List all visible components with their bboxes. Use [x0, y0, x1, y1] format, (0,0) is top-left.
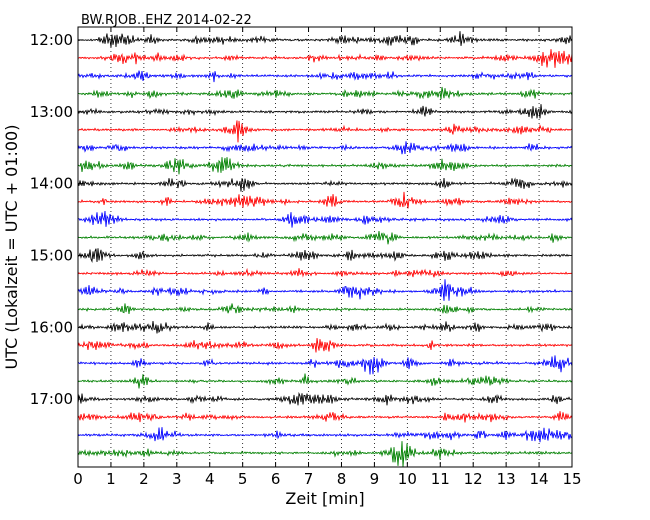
seismogram-trace	[77, 441, 573, 467]
seismogram-trace	[77, 338, 573, 353]
x-axis-title: Zeit [min]	[285, 489, 364, 508]
seismogram-trace	[77, 391, 572, 406]
seismogram-trace	[77, 279, 573, 301]
y-axis: 12:00 13:00 14:00 15:00 16:00 17:00	[30, 31, 83, 408]
seismogram-trace	[77, 411, 573, 423]
x-tick-label: 8	[337, 470, 347, 488]
x-tick-label: 7	[304, 470, 314, 488]
x-tick-label: 12	[464, 470, 483, 488]
seismogram-traces	[77, 31, 573, 467]
x-tick-label: 1	[106, 470, 116, 488]
seismogram-trace	[77, 267, 573, 278]
x-tick-label: 11	[431, 470, 450, 488]
y-tick-label: 17:00	[30, 390, 73, 408]
seismogram-trace	[77, 355, 573, 375]
seismogram-trace	[77, 373, 573, 389]
seismogram-trace	[77, 104, 573, 119]
x-tick-label: 3	[172, 470, 182, 488]
seismogram-trace	[77, 49, 573, 68]
seismogram-trace	[77, 303, 573, 315]
x-tick-label: 2	[139, 470, 149, 488]
x-axis: 0 1 2 3 4 5 6 7 8 9 10 11 12 13 14 15	[73, 27, 582, 488]
y-axis-title: UTC (Lokalzeit = UTC + 01:00)	[2, 125, 21, 370]
x-tick-label: 5	[238, 470, 248, 488]
x-tick-label: 4	[205, 470, 215, 488]
plot-frame	[77, 26, 573, 468]
y-tick-label: 12:00	[30, 31, 73, 49]
seismogram-trace	[77, 427, 573, 443]
x-tick-label: 14	[530, 470, 549, 488]
seismogram-trace	[77, 177, 573, 192]
y-tick-label: 14:00	[30, 175, 73, 193]
x-tick-label: 13	[497, 470, 516, 488]
seismogram-trace	[77, 231, 573, 245]
seismogram-trace	[77, 141, 573, 155]
y-tick-label: 13:00	[30, 103, 73, 121]
seismogram-trace	[78, 120, 573, 143]
seismogram-trace	[77, 321, 573, 334]
y-tick-label: 15:00	[30, 246, 73, 264]
x-tick-label: 15	[562, 470, 581, 488]
seismogram-trace	[77, 157, 573, 175]
x-tick-label: 10	[398, 470, 417, 488]
seismogram-trace	[77, 86, 573, 100]
x-tick-label: 0	[73, 470, 83, 488]
seismogram-trace	[77, 210, 573, 228]
x-tick-label: 9	[370, 470, 380, 488]
seismogram-trace	[77, 248, 573, 264]
x-tick-label: 6	[271, 470, 281, 488]
grid-lines	[110, 27, 540, 467]
y-tick-label: 16:00	[30, 318, 73, 336]
seismogram-trace	[77, 191, 573, 209]
seismogram-trace	[77, 31, 573, 48]
chart-title: BW.RJOB..EHZ 2014-02-22	[81, 13, 252, 28]
seismogram-trace	[77, 70, 573, 83]
